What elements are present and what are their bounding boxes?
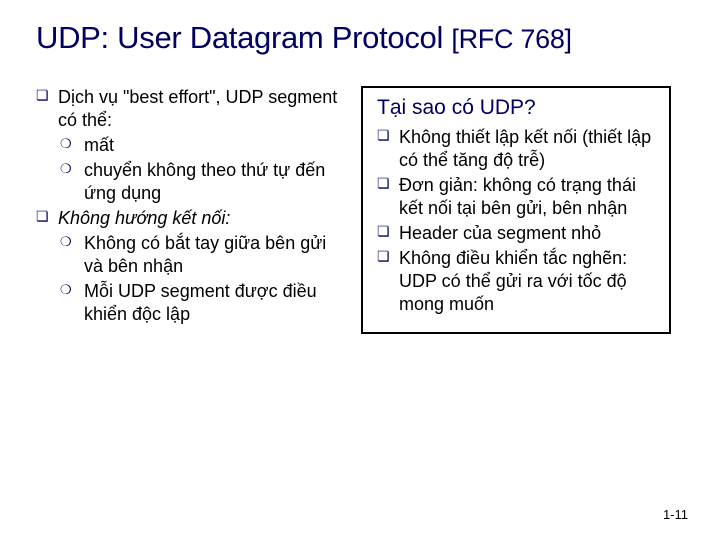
list-item-text: Dịch vụ "best effort", UDP segment có th… xyxy=(58,87,337,130)
list-item: Không thiết lập kết nối (thiết lập có th… xyxy=(377,126,659,172)
slide-number: 1-11 xyxy=(663,507,688,522)
why-udp-box: Tại sao có UDP? Không thiết lập kết nối … xyxy=(361,86,671,334)
box-title: Tại sao có UDP? xyxy=(377,96,659,120)
list-item: Dịch vụ "best effort", UDP segment có th… xyxy=(36,86,341,205)
list-item: Header của segment nhỏ xyxy=(377,222,659,245)
title-main: UDP: User Datagram Protocol xyxy=(36,20,451,55)
slide: UDP: User Datagram Protocol [RFC 768] Dị… xyxy=(0,0,720,334)
right-column: Tại sao có UDP? Không thiết lập kết nối … xyxy=(361,86,671,334)
sub-item-text: mất xyxy=(84,135,114,155)
title-rfc: [RFC 768] xyxy=(451,24,571,54)
columns: Dịch vụ "best effort", UDP segment có th… xyxy=(36,86,684,334)
right-list: Không thiết lập kết nối (thiết lập có th… xyxy=(377,126,659,316)
sub-item-text: chuyển không theo thứ tự đến ứng dụng xyxy=(84,160,325,203)
sublist: mất chuyển không theo thứ tự đến ứng dụn… xyxy=(58,134,341,205)
list-item: Mỗi UDP segment được điều khiển độc lập xyxy=(58,280,341,326)
list-item: Không điều khiển tắc nghẽn: UDP có thể g… xyxy=(377,247,659,316)
list-item: chuyển không theo thứ tự đến ứng dụng xyxy=(58,159,341,205)
sub-item-text: Không có bắt tay giữa bên gửi và bên nhậ… xyxy=(84,233,326,276)
sub-item-text: Mỗi UDP segment được điều khiển độc lập xyxy=(84,281,317,324)
sublist: Không có bắt tay giữa bên gửi và bên nhậ… xyxy=(58,232,341,326)
list-item: Không hướng kết nối: Không có bắt tay gi… xyxy=(36,207,341,326)
slide-title: UDP: User Datagram Protocol [RFC 768] xyxy=(36,20,684,56)
list-item: Đơn giản: không có trạng thái kết nối tạ… xyxy=(377,174,659,220)
list-item-text: Không thiết lập kết nối (thiết lập có th… xyxy=(399,127,651,170)
list-item-text: Đơn giản: không có trạng thái kết nối tạ… xyxy=(399,175,636,218)
list-item-text: Không điều khiển tắc nghẽn: UDP có thể g… xyxy=(399,248,627,314)
list-item: Không có bắt tay giữa bên gửi và bên nhậ… xyxy=(58,232,341,278)
left-list: Dịch vụ "best effort", UDP segment có th… xyxy=(36,86,341,326)
list-item: mất xyxy=(58,134,341,157)
list-item-text: Không hướng kết nối: xyxy=(58,208,230,228)
left-column: Dịch vụ "best effort", UDP segment có th… xyxy=(36,86,341,334)
list-item-text: Header của segment nhỏ xyxy=(399,223,601,243)
